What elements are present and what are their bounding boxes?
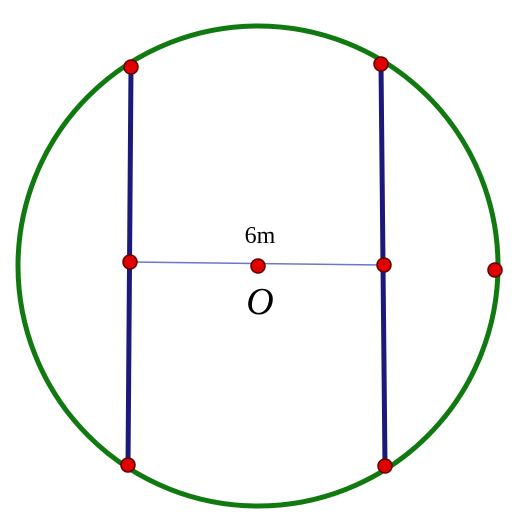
point-on-circle-right xyxy=(487,262,503,278)
point-group xyxy=(120,56,503,474)
point-left-middle xyxy=(122,254,138,270)
point-left-bottom xyxy=(120,457,136,473)
center-point xyxy=(250,258,266,274)
point-right-top xyxy=(373,56,389,72)
point-right-middle xyxy=(376,257,392,273)
distance-label: 6m xyxy=(245,223,276,249)
center-label: O xyxy=(246,281,273,323)
point-right-bottom xyxy=(377,458,393,474)
point-left-top xyxy=(123,59,139,75)
